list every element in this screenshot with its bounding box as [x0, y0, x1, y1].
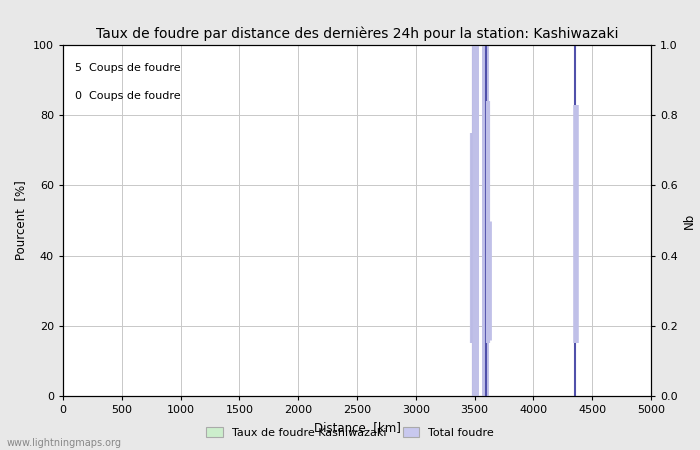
Y-axis label: Nb: Nb	[683, 212, 696, 229]
Y-axis label: Pourcent  [%]: Pourcent [%]	[15, 180, 27, 261]
Legend: Taux de foudre Kashiwazaki, Total foudre: Taux de foudre Kashiwazaki, Total foudre	[202, 423, 498, 442]
Text: 0  Coups de foudre: 0 Coups de foudre	[75, 90, 181, 101]
Title: Taux de foudre par distance des dernières 24h pour la station: Kashiwazaki: Taux de foudre par distance des dernière…	[96, 27, 618, 41]
Text: www.lightningmaps.org: www.lightningmaps.org	[7, 438, 122, 448]
X-axis label: Distance  [km]: Distance [km]	[314, 421, 400, 434]
Text: 5  Coups de foudre: 5 Coups de foudre	[75, 63, 181, 72]
